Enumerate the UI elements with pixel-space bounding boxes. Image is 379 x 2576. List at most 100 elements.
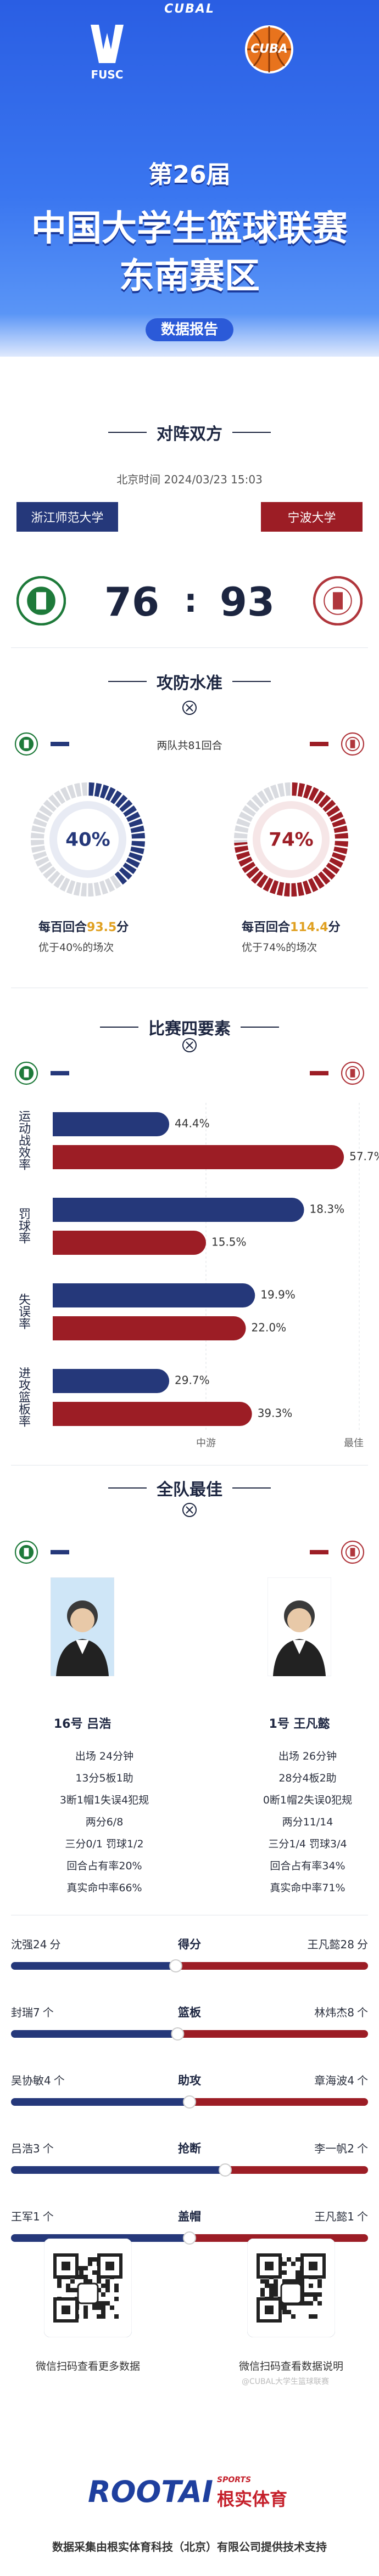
qr-dot: [282, 2270, 287, 2275]
qr-dot: [265, 2279, 269, 2284]
qr-dot: [317, 2279, 322, 2284]
value-label: 29.7%: [175, 1374, 210, 1387]
qr-dot: [97, 2306, 101, 2310]
qr-dot: [92, 2270, 97, 2275]
player-name: 1号 王凡懿: [269, 1717, 330, 1731]
qr-dot: [313, 2314, 317, 2319]
icon-circle: [182, 1503, 197, 1517]
leader-bar-left: [11, 2166, 225, 2174]
leader-stat: 助攻: [178, 2074, 201, 2087]
value-label: 39.3%: [258, 1407, 293, 1420]
team-dash: [310, 1550, 328, 1554]
logo-text: FUSC: [91, 68, 124, 81]
bar: [53, 1198, 304, 1222]
bar-left-edge: [53, 1145, 66, 1169]
qr-center: [280, 2282, 302, 2304]
leader: 林炜杰8 个: [314, 2004, 368, 2020]
qr-dot: [92, 2306, 97, 2310]
leader-name: 沈强: [11, 1938, 33, 1951]
qr-dot: [66, 2284, 70, 2288]
possessions: 两队共81回合: [157, 740, 222, 752]
brand-logo: ROOTAI: [88, 2474, 213, 2509]
leader-name: 王凡懿: [314, 2210, 348, 2223]
x-tick-label: 最佳: [344, 1438, 364, 1449]
leader-bar-right: [190, 2098, 368, 2106]
qr-dot: [309, 2292, 313, 2297]
logo-emblem: [333, 592, 343, 610]
leader-name: 吕浩: [11, 2142, 33, 2155]
qr-finder: [53, 2253, 79, 2279]
bar: [53, 1145, 344, 1169]
bar-left-edge: [53, 1402, 66, 1426]
player-stat: 出场 24分钟: [75, 1750, 134, 1762]
qr-dot: [274, 2288, 278, 2292]
team-dash: [51, 742, 69, 746]
qr-dot: [110, 2306, 114, 2310]
leader-unit: 分: [357, 1938, 368, 1951]
qr-dot: [97, 2288, 101, 2292]
qr-dot: [105, 2301, 110, 2306]
category-label: 进攻篮板率: [16, 1367, 30, 1427]
team-logo: [313, 576, 363, 625]
points-part: 每百回合: [38, 921, 87, 934]
team-logo: [14, 1540, 38, 1564]
bar: [53, 1283, 255, 1307]
value-label: 18.3%: [310, 1203, 345, 1216]
donut: 40%: [30, 782, 146, 897]
qr-dot: [101, 2310, 105, 2314]
donut: 74%: [233, 782, 349, 897]
player-stat: 回合占有率34%: [270, 1860, 345, 1872]
bar-left-edge: [53, 1369, 66, 1393]
qr-dot: [282, 2310, 287, 2314]
leader-stat: 篮板: [178, 2006, 201, 2019]
fusc-logo: [91, 25, 124, 63]
qr-dot: [70, 2288, 75, 2292]
player-stat: 回合占有率20%: [66, 1860, 142, 1872]
qr-dot: [291, 2262, 296, 2266]
qr-dot: [101, 2314, 105, 2319]
leader-bar-left: [11, 2098, 190, 2106]
player-stat: 两分6/8: [85, 1816, 124, 1828]
leader-unit: 分: [49, 1938, 61, 1951]
leader: 吴协敏4 个: [11, 2072, 65, 2088]
qr-dot: [114, 2288, 119, 2292]
qr-dot: [92, 2257, 97, 2262]
qr-dot: [304, 2292, 309, 2297]
logo-emblem: [36, 592, 46, 610]
value-label: 19.9%: [260, 1288, 296, 1301]
match-time: 北京时间 2024/03/23 15:03: [116, 473, 263, 486]
logo-emblem: [350, 1069, 355, 1078]
qr-finder-core: [62, 2262, 70, 2270]
qr-dot: [75, 2288, 79, 2292]
leader-name: 林炜杰: [314, 2006, 348, 2019]
logo-inner: [345, 736, 360, 752]
points-line: 每百回合93.5分: [38, 917, 129, 935]
edition: 第26届: [148, 161, 231, 189]
qr-dot: [79, 2266, 83, 2270]
qr-dot: [260, 2292, 265, 2297]
bar: [53, 1369, 170, 1393]
bar-left-edge: [53, 1231, 66, 1255]
player-name: 16号 吕浩: [53, 1717, 112, 1731]
leader-unit: 个: [357, 2142, 368, 2155]
leader-bar-left: [11, 2030, 178, 2038]
qr-dot: [313, 2292, 317, 2297]
team-dash: [51, 1071, 69, 1075]
logo-emblem: [24, 1548, 29, 1557]
leader-name: 王凡懿: [307, 1938, 341, 1951]
cuba-logo: CUBA: [245, 25, 293, 74]
leader-value: 4: [44, 2074, 51, 2087]
leader-unit: 个: [42, 2142, 54, 2155]
qr-dot: [83, 2314, 88, 2319]
qr-dot: [269, 2292, 274, 2297]
bar-left-edge: [53, 1283, 66, 1307]
brand: CUBAL: [164, 2, 215, 16]
region: 东南赛区: [119, 256, 260, 297]
section-icon: [182, 1038, 197, 1052]
photo-face: [70, 1608, 94, 1632]
leader-name: 章海波: [314, 2074, 348, 2087]
leader-unit: 个: [42, 2006, 54, 2019]
leader: 吕浩3 个: [11, 2140, 54, 2156]
qr-dot: [309, 2301, 313, 2306]
qr-dot: [70, 2279, 75, 2284]
